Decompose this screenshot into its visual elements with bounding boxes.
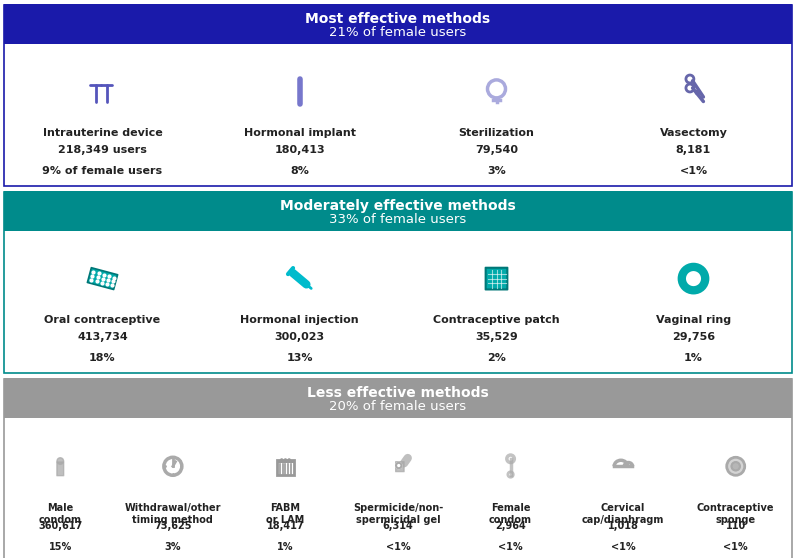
Text: Vaginal ring: Vaginal ring bbox=[656, 315, 731, 325]
Text: 18,417: 18,417 bbox=[267, 521, 304, 531]
Text: 18%: 18% bbox=[89, 353, 115, 363]
Bar bbox=[4, 5, 792, 186]
Text: Hormonal injection: Hormonal injection bbox=[240, 315, 359, 325]
Circle shape bbox=[396, 463, 401, 468]
FancyBboxPatch shape bbox=[88, 268, 118, 290]
Text: <1%: <1% bbox=[724, 542, 748, 552]
Text: Moderately effective methods: Moderately effective methods bbox=[280, 199, 516, 213]
Text: 33% of female users: 33% of female users bbox=[330, 213, 466, 227]
Text: 9% of female users: 9% of female users bbox=[42, 166, 162, 176]
Text: Cervical
cap/diaphragm: Cervical cap/diaphragm bbox=[582, 503, 665, 525]
Text: 218,349 users: 218,349 users bbox=[58, 146, 147, 155]
Bar bbox=[277, 460, 294, 463]
Circle shape bbox=[288, 459, 291, 461]
Circle shape bbox=[284, 459, 287, 461]
Text: 20% of female users: 20% of female users bbox=[330, 400, 466, 413]
Text: Spermicide/non-
spermicidal gel: Spermicide/non- spermicidal gel bbox=[353, 503, 443, 525]
Text: Sterilization: Sterilization bbox=[458, 128, 534, 138]
Text: Withdrawal/other
timing method: Withdrawal/other timing method bbox=[125, 503, 221, 525]
Text: 2%: 2% bbox=[487, 353, 506, 363]
Text: Contraceptive
sponge: Contraceptive sponge bbox=[697, 503, 775, 525]
Circle shape bbox=[281, 459, 283, 461]
Text: 110: 110 bbox=[726, 521, 746, 531]
Text: 1%: 1% bbox=[277, 542, 294, 552]
FancyBboxPatch shape bbox=[57, 462, 64, 475]
Text: 2,964: 2,964 bbox=[495, 521, 526, 531]
Text: 3%: 3% bbox=[487, 166, 506, 176]
Text: <1%: <1% bbox=[498, 542, 523, 552]
Text: 180,413: 180,413 bbox=[274, 146, 325, 155]
Text: Intrauterine device: Intrauterine device bbox=[43, 128, 162, 138]
FancyBboxPatch shape bbox=[277, 460, 294, 475]
Text: Male
condom: Male condom bbox=[39, 503, 82, 525]
Text: Hormonal implant: Hormonal implant bbox=[244, 128, 356, 138]
Text: Vasectomy: Vasectomy bbox=[660, 128, 728, 138]
Text: 6,314: 6,314 bbox=[383, 521, 413, 531]
Text: 21% of female users: 21% of female users bbox=[330, 26, 466, 39]
Text: 15%: 15% bbox=[49, 542, 72, 552]
FancyBboxPatch shape bbox=[486, 268, 507, 290]
Circle shape bbox=[732, 462, 740, 470]
FancyBboxPatch shape bbox=[396, 461, 404, 472]
Text: 1,018: 1,018 bbox=[607, 521, 638, 531]
Text: 8%: 8% bbox=[290, 166, 309, 176]
Text: 413,734: 413,734 bbox=[77, 333, 128, 343]
Text: Female
condom: Female condom bbox=[489, 503, 532, 525]
Text: <1%: <1% bbox=[386, 542, 410, 552]
Text: 1%: 1% bbox=[684, 353, 703, 363]
Text: FABM
or LAM: FABM or LAM bbox=[267, 503, 305, 525]
Text: <1%: <1% bbox=[611, 542, 635, 552]
Text: Oral contraceptive: Oral contraceptive bbox=[45, 315, 161, 325]
Text: 73,625: 73,625 bbox=[154, 521, 192, 531]
Text: 360,617: 360,617 bbox=[38, 521, 83, 531]
Bar bbox=[4, 4, 792, 44]
Text: 35,529: 35,529 bbox=[475, 333, 518, 343]
Circle shape bbox=[727, 457, 745, 475]
Bar bbox=[4, 191, 792, 231]
Text: Less effective methods: Less effective methods bbox=[307, 386, 489, 400]
Bar bbox=[4, 192, 792, 373]
Text: Contraceptive patch: Contraceptive patch bbox=[433, 315, 560, 325]
Text: 13%: 13% bbox=[287, 353, 313, 363]
Text: <1%: <1% bbox=[680, 166, 708, 176]
Bar bbox=[4, 379, 792, 558]
Text: 300,023: 300,023 bbox=[275, 333, 325, 343]
Bar bbox=[4, 378, 792, 418]
Text: 8,181: 8,181 bbox=[676, 146, 711, 155]
Text: 29,756: 29,756 bbox=[672, 333, 715, 343]
Text: Most effective methods: Most effective methods bbox=[306, 12, 490, 26]
Text: 79,540: 79,540 bbox=[475, 146, 518, 155]
Text: 3%: 3% bbox=[165, 542, 181, 552]
Circle shape bbox=[57, 458, 64, 464]
